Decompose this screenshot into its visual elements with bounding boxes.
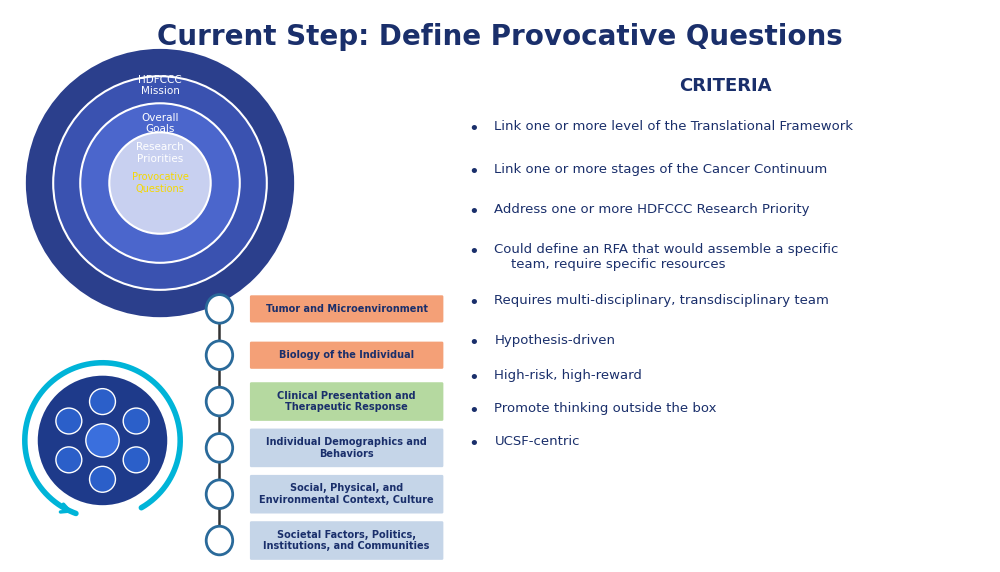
FancyBboxPatch shape	[250, 521, 443, 560]
Text: •: •	[468, 334, 479, 352]
Text: Address one or more HDFCCC Research Priority: Address one or more HDFCCC Research Prio…	[494, 203, 810, 216]
Circle shape	[90, 466, 115, 492]
Circle shape	[90, 388, 115, 415]
Text: •: •	[468, 244, 479, 261]
Text: •: •	[468, 203, 479, 221]
Circle shape	[123, 408, 149, 434]
Text: Hypothesis-driven: Hypothesis-driven	[494, 334, 615, 347]
Text: •: •	[468, 120, 479, 138]
FancyBboxPatch shape	[250, 428, 443, 467]
Text: Clinical Presentation and
Therapeutic Response: Clinical Presentation and Therapeutic Re…	[277, 391, 416, 412]
Circle shape	[206, 480, 233, 509]
Ellipse shape	[25, 48, 295, 318]
Circle shape	[123, 447, 149, 473]
Circle shape	[38, 376, 167, 505]
Text: Individual Demographics and
Behaviors: Individual Demographics and Behaviors	[266, 437, 427, 459]
Text: •: •	[468, 163, 479, 181]
Circle shape	[86, 424, 119, 457]
Text: Promote thinking outside the box: Promote thinking outside the box	[494, 402, 717, 415]
Text: Societal Factors, Politics,
Institutions, and Communities: Societal Factors, Politics, Institutions…	[263, 530, 430, 551]
Text: •: •	[468, 402, 479, 420]
Text: Provocative
Questions: Provocative Questions	[132, 172, 188, 194]
Text: High-risk, high-reward: High-risk, high-reward	[494, 370, 642, 382]
FancyBboxPatch shape	[250, 295, 443, 323]
Ellipse shape	[109, 132, 211, 234]
Circle shape	[206, 434, 233, 462]
Text: Tumor and Microenvironment: Tumor and Microenvironment	[266, 304, 428, 314]
FancyBboxPatch shape	[250, 382, 443, 421]
Circle shape	[206, 295, 233, 323]
Text: UCSF-centric: UCSF-centric	[494, 435, 580, 448]
Circle shape	[56, 408, 82, 434]
Text: Social, Physical, and
Environmental Context, Culture: Social, Physical, and Environmental Cont…	[259, 483, 434, 505]
Text: Current Step: Define Provocative Questions: Current Step: Define Provocative Questio…	[157, 23, 843, 51]
Text: Overall
Goals: Overall Goals	[141, 113, 179, 134]
Text: HDFCCC
Mission: HDFCCC Mission	[138, 75, 182, 97]
Circle shape	[206, 387, 233, 416]
Text: Biology of the Individual: Biology of the Individual	[279, 350, 414, 360]
Ellipse shape	[80, 104, 240, 263]
Text: •: •	[468, 294, 479, 312]
Circle shape	[206, 341, 233, 370]
FancyBboxPatch shape	[250, 341, 443, 369]
Text: •: •	[468, 435, 479, 452]
Text: Requires multi-disciplinary, transdisciplinary team: Requires multi-disciplinary, transdiscip…	[494, 294, 829, 307]
FancyBboxPatch shape	[250, 475, 443, 514]
Text: Research
Priorities: Research Priorities	[136, 142, 184, 164]
Text: •: •	[468, 370, 479, 387]
Text: Could define an RFA that would assemble a specific
    team, require specific re: Could define an RFA that would assemble …	[494, 244, 839, 272]
Circle shape	[56, 447, 82, 473]
Circle shape	[206, 526, 233, 555]
Text: Link one or more stages of the Cancer Continuum: Link one or more stages of the Cancer Co…	[494, 163, 828, 176]
Text: CRITERIA: CRITERIA	[679, 77, 771, 96]
Ellipse shape	[53, 76, 267, 290]
Text: Link one or more level of the Translational Framework: Link one or more level of the Translatio…	[494, 120, 853, 133]
